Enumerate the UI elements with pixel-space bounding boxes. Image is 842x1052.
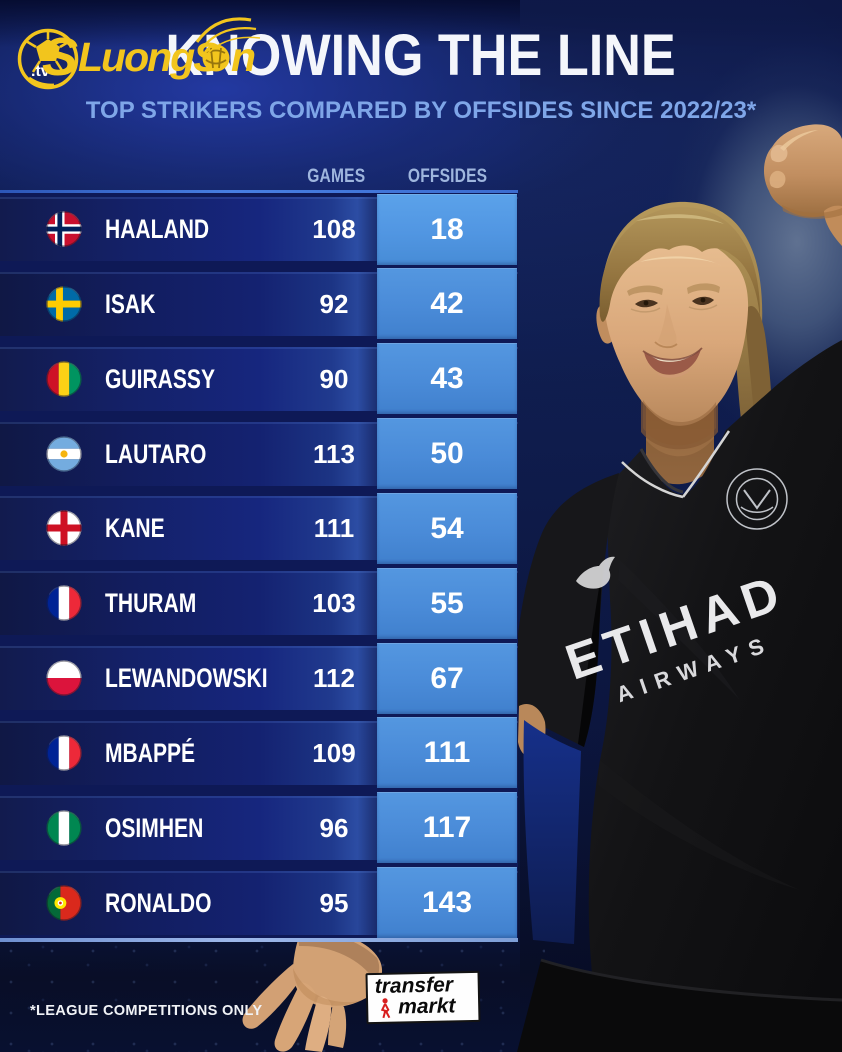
svg-text:S: S xyxy=(42,27,78,87)
svg-text:n: n xyxy=(231,34,255,80)
svg-text:.tv: .tv xyxy=(31,63,50,80)
